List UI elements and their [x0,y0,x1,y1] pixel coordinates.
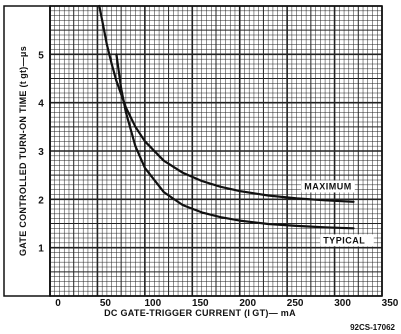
y-tick-label: 3 [38,147,44,158]
plot-area [49,5,383,297]
x-axis-label: DC GATE-TRIGGER CURRENT (I GT)— mA [104,308,296,318]
y-axis-label: GATE CONTROLLED TURN-ON TIME (t gt)—μs [18,46,28,256]
x-tick-label: 50 [100,298,112,309]
chart-grid [49,5,383,297]
x-tick-label: 150 [192,298,209,309]
series-line-typical [115,53,355,230]
series-line-maximum [98,4,355,203]
x-tick-label: 0 [55,298,61,309]
x-tick-label: 300 [334,298,351,309]
figure-id: 92CS-17062 [350,323,395,332]
y-tick-label: 1 [38,244,44,255]
y-tick-label: 5 [38,50,44,61]
y-axis-ticks: 1 2 3 4 5 [38,50,44,254]
x-tick-label: 250 [287,298,304,309]
series-label-typical: TYPICAL [323,235,365,245]
series-label-maximum: MAXIMUM [304,181,352,191]
x-axis-ticks: 0 50 100 150 200 250 300 350 [55,298,399,309]
x-tick-label: 200 [239,298,256,309]
series-group: MAXIMUM TYPICAL [98,4,374,247]
y-tick-label: 2 [38,195,44,206]
y-tick-label: 4 [38,99,44,110]
series-label-background [320,234,374,247]
x-tick-label: 350 [382,298,399,309]
x-tick-label: 100 [145,298,162,309]
series-label-background [301,180,355,193]
